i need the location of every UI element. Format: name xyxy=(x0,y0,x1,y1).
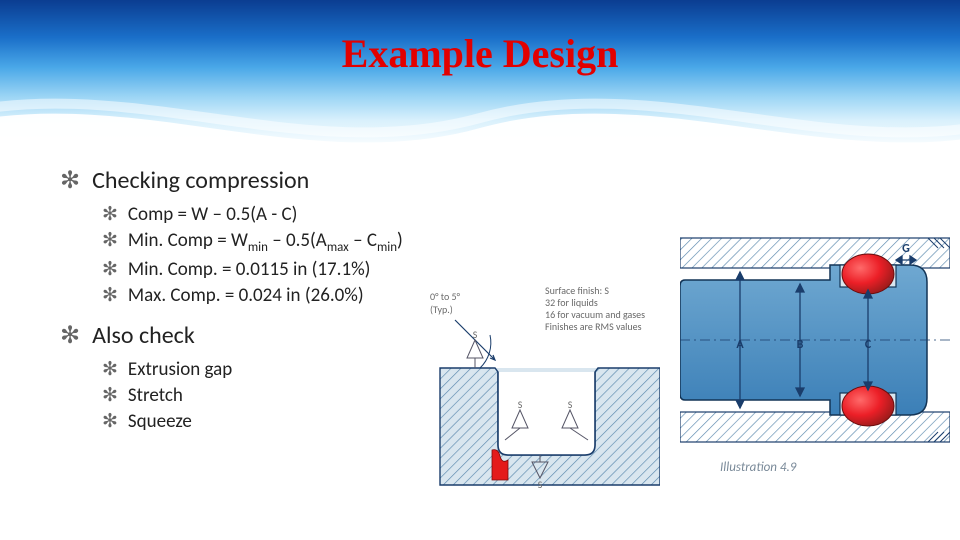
asterisk-icon: ✻ xyxy=(102,203,118,226)
asterisk-icon: ✻ xyxy=(102,284,118,307)
slide-title: Example Design xyxy=(0,30,960,77)
svg-text:S: S xyxy=(473,328,478,341)
oring-top xyxy=(842,254,894,294)
bullet-text: Max. Comp. = 0.024 in (26.0%) xyxy=(128,284,364,307)
bullet-text: Extrusion gap xyxy=(128,358,232,381)
bullet-text: Checking compression xyxy=(92,166,309,195)
angle-note-line1: 0° to 5° xyxy=(430,290,461,303)
illustration-caption: Illustration 4.9 xyxy=(720,460,796,475)
bullet-text: Also check xyxy=(92,321,195,350)
bullet-text: Comp = W – 0.5(A - C) xyxy=(128,203,297,226)
bullet-text: Squeeze xyxy=(128,410,192,433)
asterisk-icon: ✻ xyxy=(102,258,118,281)
oring-bottom xyxy=(842,386,894,426)
slide: { "title": "Example Design", "bullets": … xyxy=(0,0,960,540)
asterisk-icon: ✻ xyxy=(102,410,118,433)
label-g: G xyxy=(902,242,910,256)
angle-arc xyxy=(480,335,491,368)
bullet-text: Min. Comp. = 0.0115 in (17.1%) xyxy=(128,258,371,281)
asterisk-icon: ✻ xyxy=(60,321,80,350)
asterisk-icon: ✻ xyxy=(102,384,118,407)
bullet-text: Min. Comp = Wmin – 0.5(Amax – Cmin) xyxy=(128,229,403,255)
bullet-comp-formula: ✻ Comp = W – 0.5(A - C) xyxy=(102,203,600,226)
asterisk-icon: ✻ xyxy=(60,166,80,195)
bullet-text: Stretch xyxy=(128,384,183,407)
groove-outline xyxy=(498,372,595,455)
finish-line4: Finishes are RMS values xyxy=(545,320,642,333)
bullet-min-comp-formula: ✻ Min. Comp = Wmin – 0.5(Amax – Cmin) xyxy=(102,229,600,255)
svg-text:S: S xyxy=(568,398,573,411)
asterisk-icon: ✻ xyxy=(102,358,118,381)
bullet-min-comp-value: ✻ Min. Comp. = 0.0115 in (17.1%) xyxy=(102,258,600,281)
bullet-checking-compression: ✻ Checking compression xyxy=(60,166,600,195)
svg-text:S: S xyxy=(518,398,523,411)
bore-bottom xyxy=(680,412,950,442)
angle-note-line2: (Typ.) xyxy=(430,303,453,316)
svg-text:S: S xyxy=(538,478,543,490)
asterisk-icon: ✻ xyxy=(102,229,118,252)
groove-cross-section-diagram: 0° to 5° (Typ.) S S S xyxy=(420,280,660,490)
piston-assembly-diagram: A B C G xyxy=(680,220,950,460)
